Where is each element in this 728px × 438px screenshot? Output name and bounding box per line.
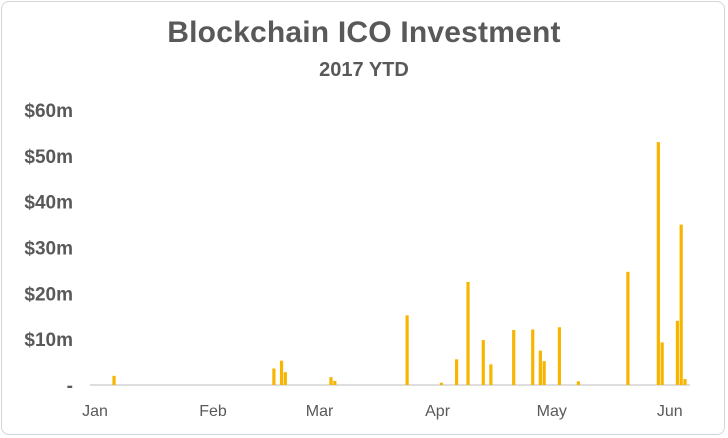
bar [455,359,459,385]
bar-series [112,142,687,386]
bar [283,372,287,385]
y-tick-label: $30m [24,239,73,260]
bar [542,361,546,385]
bar [683,379,687,385]
y-tick-label: $10m [24,330,73,351]
bar [656,142,660,385]
bar [466,281,470,386]
y-tick-label: $40m [24,193,73,214]
bar [405,315,409,385]
bar [279,360,284,385]
x-tick-label: Jun [657,403,683,420]
bar [329,377,333,385]
x-tick-label: Feb [199,403,227,420]
bar [660,342,664,386]
y-tick-label: - [67,376,73,397]
x-tick-label: Mar [306,403,334,420]
bar [679,224,683,385]
chart-title: Blockchain ICO Investment [167,16,561,49]
bar [531,329,535,385]
x-axis: Jan Feb Mar Apr May Jun [82,403,683,420]
chart-subtitle: 2017 YTD [319,59,409,81]
bar [538,350,542,386]
bar [576,381,581,385]
x-tick-label: Apr [425,403,451,420]
bar [557,327,561,385]
bar [272,368,276,385]
bar [675,320,679,385]
bar [512,330,516,385]
bar [439,382,443,385]
bar [112,375,116,385]
bar [626,271,630,385]
bar [333,380,337,386]
y-tick-label: $50m [24,147,73,168]
bar [489,364,493,386]
y-tick-label: $20m [24,284,73,305]
x-tick-label: May [537,403,567,420]
bar [481,340,485,385]
y-tick-label: $60m [24,101,73,122]
y-axis: - $10m $20m $30m $40m $50m $60m [24,101,73,397]
x-tick-label: Jan [82,403,108,420]
